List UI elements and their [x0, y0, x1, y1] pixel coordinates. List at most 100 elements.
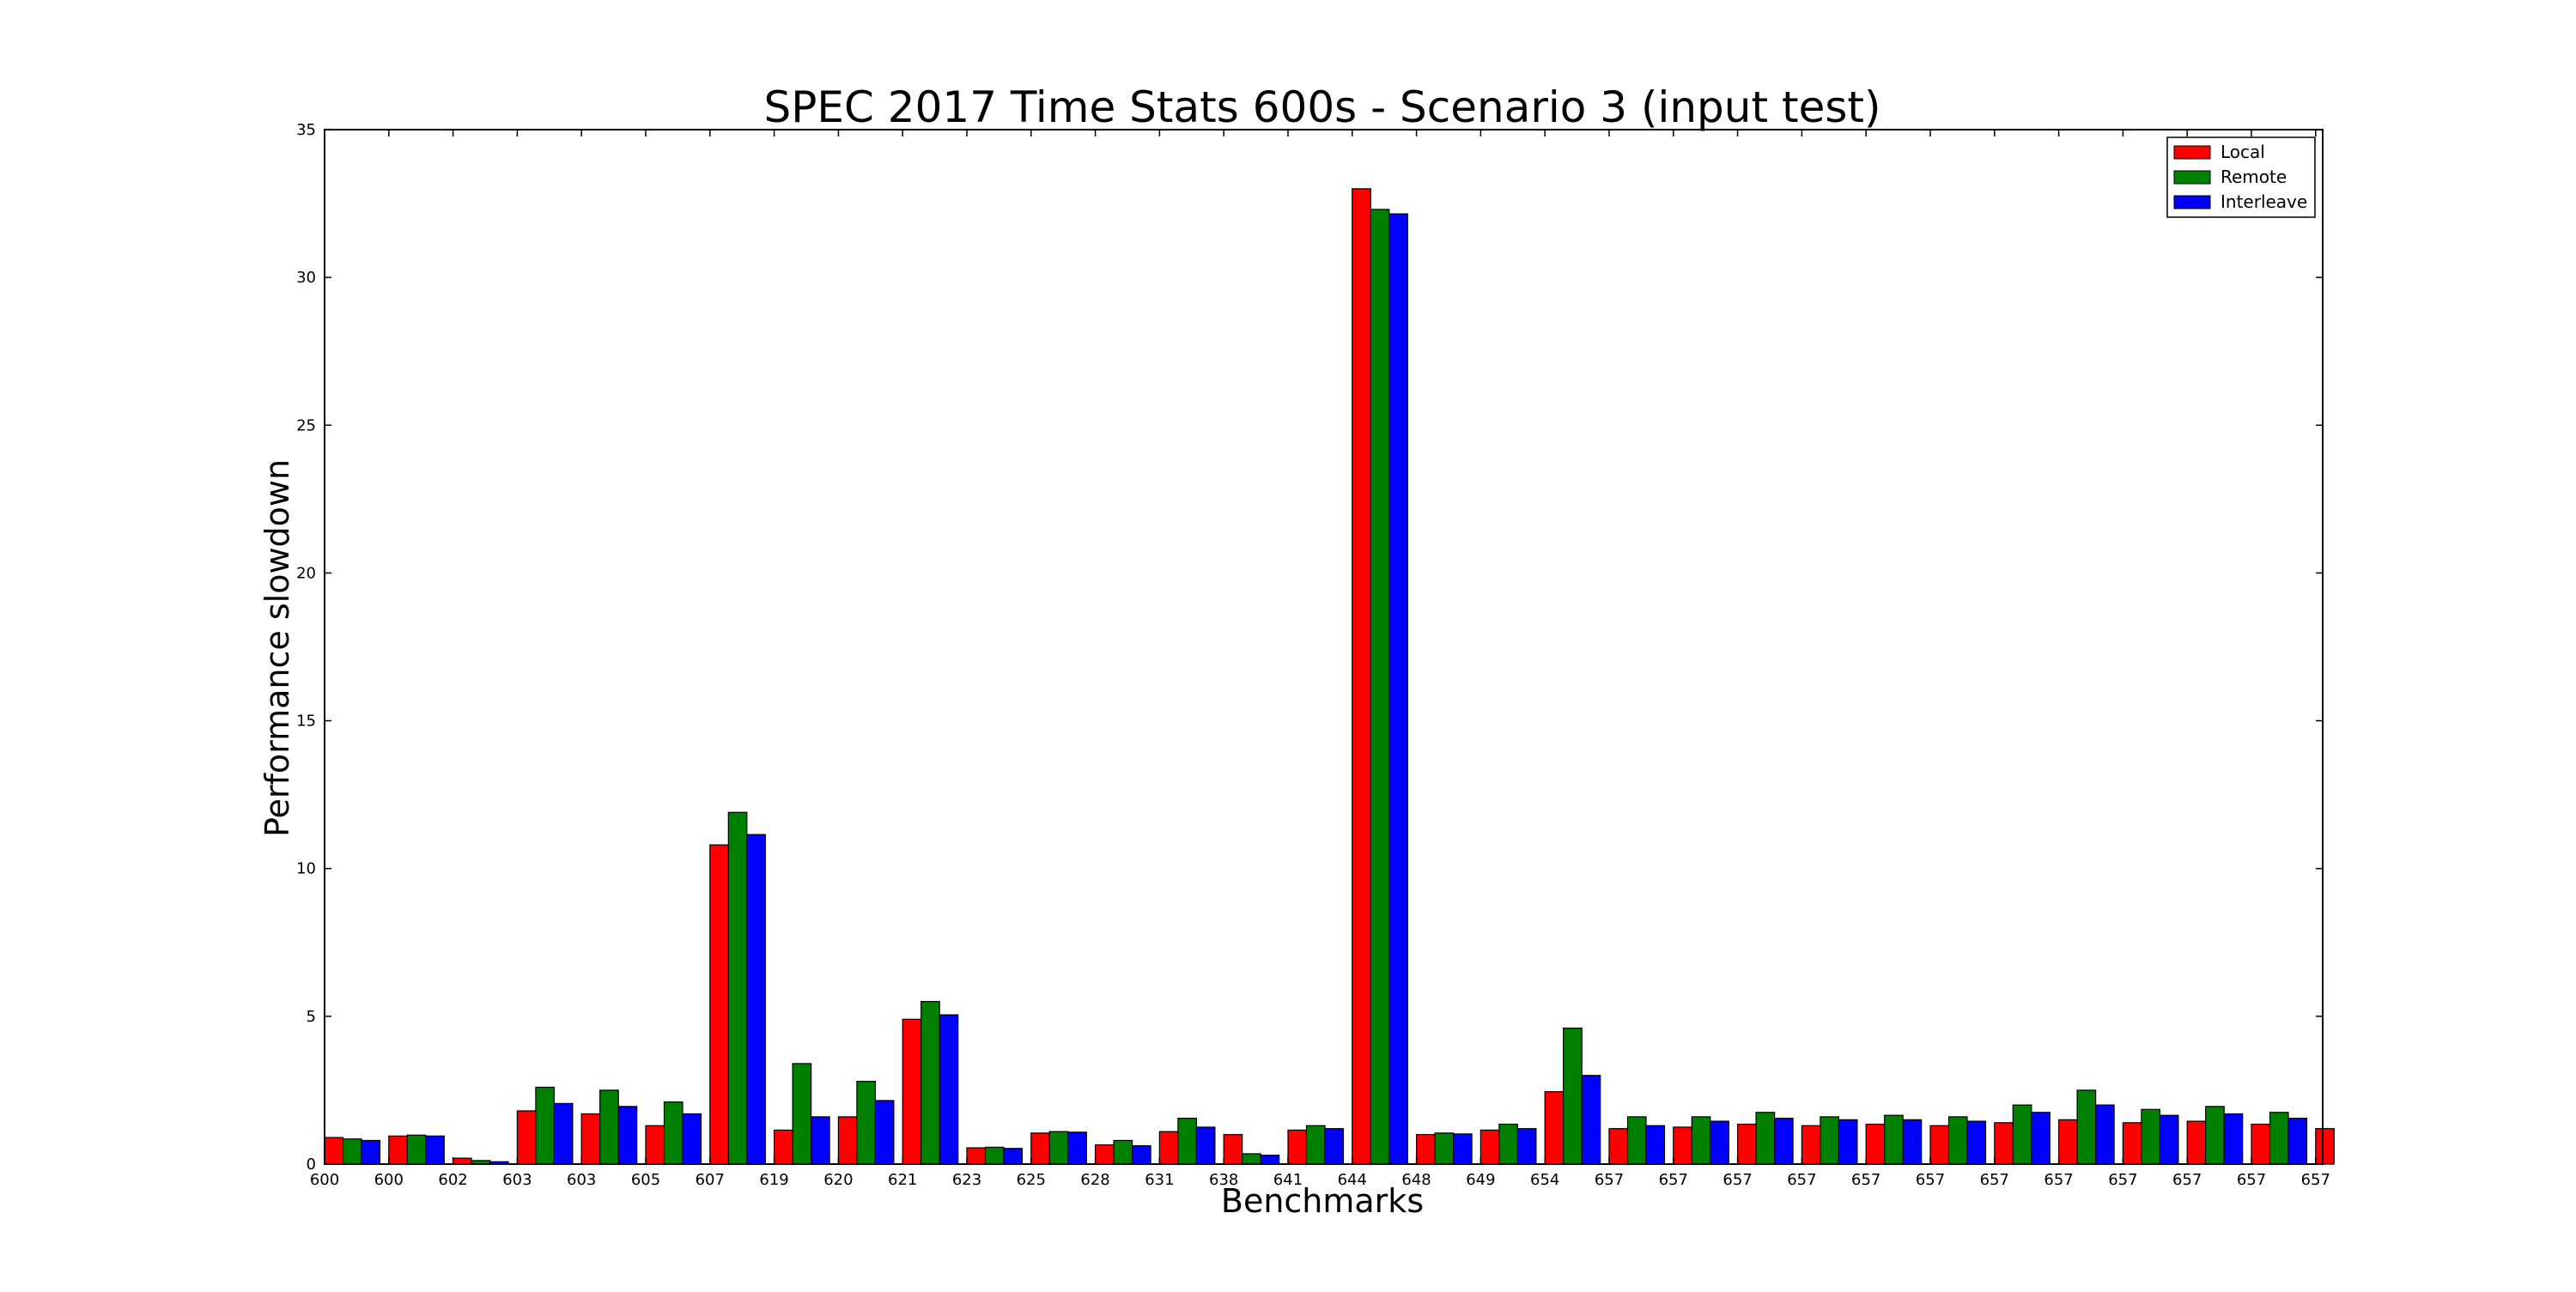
x-tick-label-25: 657	[1916, 1171, 1945, 1189]
chart-title: SPEC 2017 Time Stats 600s - Scenario 3 (…	[763, 82, 1880, 132]
bar-interleave-6	[746, 834, 766, 1165]
y-tick-label-1: 5	[307, 1008, 316, 1026]
x-tick-label-15: 641	[1273, 1171, 1303, 1189]
bar-local-19	[1544, 1091, 1564, 1165]
bar-interleave-18	[1516, 1128, 1537, 1165]
bar-interleave-8	[874, 1100, 895, 1165]
bar-remote-1	[406, 1134, 427, 1165]
x-tick-label-23: 657	[1787, 1171, 1816, 1189]
x-tick-label-12: 628	[1080, 1171, 1109, 1189]
bar-remote-5	[663, 1101, 683, 1165]
bar-local-0	[324, 1137, 344, 1165]
bar-remote-29	[2205, 1106, 2225, 1165]
y-tick-label-7: 35	[296, 121, 316, 139]
bar-remote-8	[856, 1080, 877, 1165]
bar-interleave-20	[1645, 1125, 1666, 1165]
bar-local-18	[1479, 1129, 1500, 1165]
x-tick-label-22: 657	[1722, 1171, 1752, 1189]
x-tick-label-21: 657	[1659, 1171, 1688, 1189]
legend-swatch-remote	[2173, 170, 2211, 185]
legend: Local Remote Interleave	[2166, 136, 2316, 218]
bar-interleave-25	[1966, 1120, 1987, 1165]
y-tick-label-6: 30	[296, 269, 316, 287]
bar-remote-14	[1242, 1153, 1261, 1165]
bar-local-1	[388, 1135, 408, 1165]
bar-remote-22	[1755, 1112, 1776, 1165]
bar-remote-24	[1884, 1114, 1904, 1165]
bar-remote-11	[1048, 1131, 1069, 1165]
bar-remote-4	[599, 1089, 619, 1165]
bar-remote-17	[1434, 1132, 1455, 1165]
x-tick-label-0: 600	[310, 1171, 339, 1189]
bar-local-24	[1865, 1123, 1886, 1165]
y-tick-label-0: 0	[307, 1156, 316, 1174]
bar-interleave-30	[2287, 1118, 2308, 1165]
legend-label-interleave: Interleave	[2221, 191, 2307, 212]
bar-remote-12	[1113, 1139, 1133, 1165]
legend-swatch-local	[2173, 145, 2211, 160]
bar-local-2	[452, 1157, 472, 1165]
x-tick-label-19: 654	[1530, 1171, 1559, 1189]
bar-remote-23	[1820, 1116, 1839, 1165]
y-tick-label-3: 15	[296, 713, 316, 731]
bar-interleave-0	[361, 1139, 381, 1165]
x-tick-label-27: 657	[2044, 1171, 2073, 1189]
x-tick-label-30: 657	[2237, 1171, 2266, 1189]
bar-interleave-4	[617, 1106, 638, 1165]
x-tick-label-16: 644	[1338, 1171, 1367, 1189]
legend-swatch-interleave	[2173, 195, 2211, 209]
bar-remote-19	[1563, 1028, 1583, 1165]
x-tick-label-5: 605	[631, 1171, 660, 1189]
bar-local-27	[2058, 1119, 2078, 1165]
bar-local-4	[580, 1113, 601, 1165]
bar-interleave-19	[1581, 1075, 1601, 1165]
bar-local-28	[2122, 1122, 2142, 1165]
bar-remote-18	[1498, 1123, 1519, 1165]
bar-remote-28	[2141, 1108, 2160, 1165]
bar-interleave-10	[1003, 1148, 1024, 1165]
bar-local-26	[1994, 1122, 2014, 1165]
bar-local-3	[516, 1110, 537, 1165]
x-tick-label-24: 657	[1851, 1171, 1880, 1189]
bar-remote-15	[1305, 1125, 1326, 1165]
legend-label-local: Local	[2221, 142, 2265, 162]
bar-local-15	[1287, 1129, 1308, 1165]
x-tick-label-4: 603	[567, 1171, 596, 1189]
x-tick-label-26: 657	[1980, 1171, 2009, 1189]
x-tick-label-31: 657	[2301, 1171, 2330, 1189]
plot-frame	[324, 129, 2324, 1165]
bar-interleave-27	[2095, 1104, 2115, 1165]
bar-local-10	[966, 1147, 987, 1165]
x-tick-label-1: 600	[374, 1171, 404, 1189]
bar-interleave-22	[1774, 1118, 1794, 1165]
bar-interleave-23	[1838, 1119, 1858, 1165]
bar-local-23	[1801, 1125, 1821, 1165]
bar-local-20	[1608, 1128, 1629, 1165]
y-axis-label: Performance slowdown	[258, 459, 296, 837]
x-tick-label-20: 657	[1595, 1171, 1624, 1189]
bar-local-8	[837, 1116, 858, 1165]
bar-interleave-17	[1452, 1133, 1473, 1165]
x-tick-label-17: 648	[1401, 1171, 1431, 1189]
y-tick-label-4: 20	[296, 564, 316, 582]
bar-remote-9	[920, 1001, 940, 1165]
bar-local-29	[2186, 1120, 2207, 1165]
y-tick-label-5: 25	[296, 416, 316, 434]
x-tick-label-10: 623	[952, 1171, 981, 1189]
x-tick-label-14: 638	[1209, 1171, 1238, 1189]
x-tick-label-18: 649	[1466, 1171, 1495, 1189]
bar-local-21	[1673, 1126, 1692, 1165]
bar-remote-20	[1626, 1116, 1647, 1165]
bar-interleave-13	[1195, 1126, 1216, 1165]
bar-local-25	[1929, 1125, 1950, 1165]
x-tick-label-7: 619	[759, 1171, 788, 1189]
bar-local-31	[2315, 1128, 2335, 1165]
bar-interleave-11	[1067, 1131, 1087, 1165]
bar-interleave-7	[810, 1116, 830, 1165]
bar-remote-10	[984, 1146, 1005, 1165]
bar-local-30	[2251, 1123, 2271, 1165]
x-tick-label-6: 607	[696, 1171, 725, 1189]
bar-remote-26	[2012, 1104, 2032, 1165]
